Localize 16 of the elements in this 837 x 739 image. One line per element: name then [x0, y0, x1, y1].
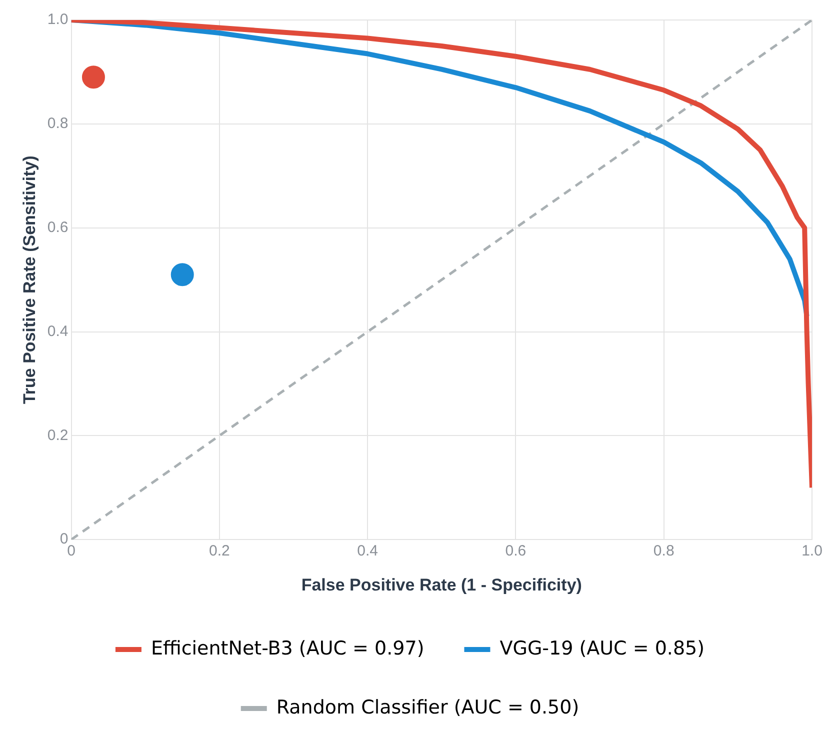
- x-tick-label: 1.0: [802, 542, 822, 560]
- y-tick-label: 0: [60, 530, 68, 548]
- y-tick-label: 0.2: [47, 426, 68, 444]
- x-tick-label: 0.8: [653, 542, 674, 560]
- legend-label: EfficientNet-B3 (AUC = 0.97): [150, 637, 424, 660]
- legend-label: VGG-19 (AUC = 0.85): [500, 637, 705, 660]
- legend-label: Random Classifier (AUC = 0.50): [276, 696, 580, 718]
- y-tick-label: 0.6: [47, 218, 68, 236]
- x-tick-label: 0.2: [208, 542, 230, 560]
- x-tick-label: 0.4: [357, 542, 378, 560]
- x-axis-title: False Positive Rate (1 - Specificity): [301, 575, 582, 594]
- y-tick-label: 0.4: [47, 322, 68, 340]
- x-tick-label: 0.6: [505, 542, 526, 560]
- y-tick-label: 1.0: [47, 11, 68, 28]
- y-tick-label: 0.8: [47, 115, 68, 132]
- y-axis-title: True Positive Rate (Sensitivity): [20, 156, 39, 404]
